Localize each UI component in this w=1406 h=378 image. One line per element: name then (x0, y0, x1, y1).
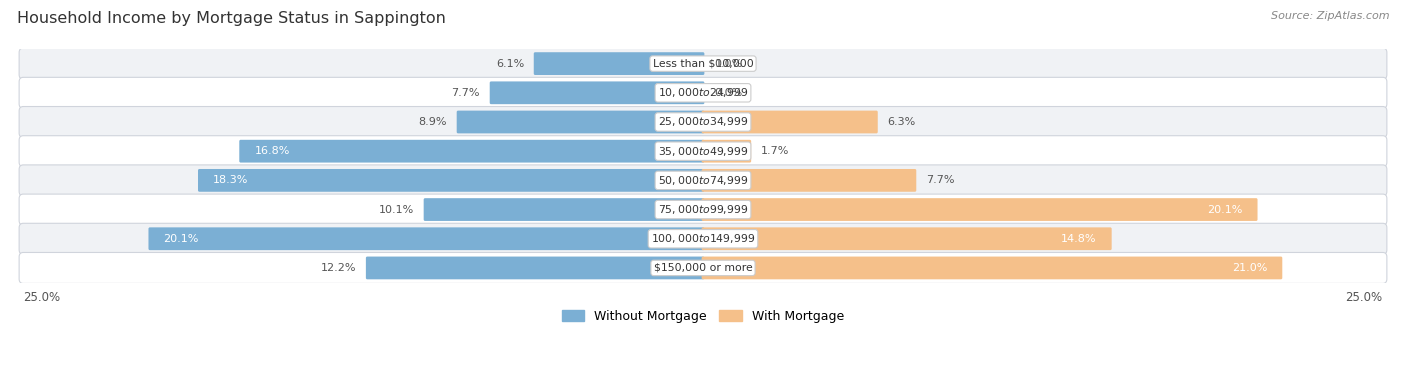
FancyBboxPatch shape (20, 194, 1386, 225)
FancyBboxPatch shape (20, 48, 1386, 79)
FancyBboxPatch shape (20, 107, 1386, 138)
Text: 14.8%: 14.8% (1062, 234, 1097, 244)
Text: 0.0%: 0.0% (714, 59, 742, 69)
FancyBboxPatch shape (702, 228, 1112, 250)
Text: 25.0%: 25.0% (1346, 291, 1382, 304)
FancyBboxPatch shape (702, 198, 1257, 221)
Text: 1.7%: 1.7% (761, 146, 789, 156)
Text: $25,000 to $34,999: $25,000 to $34,999 (658, 116, 748, 129)
FancyBboxPatch shape (366, 257, 704, 279)
Text: 7.7%: 7.7% (927, 175, 955, 185)
Text: 20.1%: 20.1% (1206, 204, 1243, 215)
Text: Household Income by Mortgage Status in Sappington: Household Income by Mortgage Status in S… (17, 11, 446, 26)
FancyBboxPatch shape (457, 111, 704, 133)
Text: 0.0%: 0.0% (714, 88, 742, 98)
Text: 25.0%: 25.0% (24, 291, 60, 304)
FancyBboxPatch shape (702, 111, 877, 133)
Text: $75,000 to $99,999: $75,000 to $99,999 (658, 203, 748, 216)
FancyBboxPatch shape (20, 253, 1386, 284)
FancyBboxPatch shape (20, 77, 1386, 108)
FancyBboxPatch shape (149, 228, 704, 250)
Text: 12.2%: 12.2% (321, 263, 356, 273)
FancyBboxPatch shape (239, 140, 704, 163)
FancyBboxPatch shape (20, 223, 1386, 254)
Text: 18.3%: 18.3% (214, 175, 249, 185)
Legend: Without Mortgage, With Mortgage: Without Mortgage, With Mortgage (557, 305, 849, 328)
Text: 8.9%: 8.9% (419, 117, 447, 127)
FancyBboxPatch shape (20, 165, 1386, 196)
Text: 21.0%: 21.0% (1232, 263, 1267, 273)
Text: $100,000 to $149,999: $100,000 to $149,999 (651, 232, 755, 245)
FancyBboxPatch shape (423, 198, 704, 221)
FancyBboxPatch shape (20, 136, 1386, 167)
Text: $150,000 or more: $150,000 or more (654, 263, 752, 273)
FancyBboxPatch shape (198, 169, 704, 192)
FancyBboxPatch shape (702, 140, 751, 163)
Text: $35,000 to $49,999: $35,000 to $49,999 (658, 145, 748, 158)
Text: $50,000 to $74,999: $50,000 to $74,999 (658, 174, 748, 187)
FancyBboxPatch shape (534, 52, 704, 75)
Text: 6.3%: 6.3% (887, 117, 915, 127)
Text: $10,000 to $24,999: $10,000 to $24,999 (658, 86, 748, 99)
FancyBboxPatch shape (489, 81, 704, 104)
Text: 7.7%: 7.7% (451, 88, 479, 98)
Text: Source: ZipAtlas.com: Source: ZipAtlas.com (1271, 11, 1389, 21)
Text: 16.8%: 16.8% (254, 146, 290, 156)
Text: Less than $10,000: Less than $10,000 (652, 59, 754, 69)
Text: 10.1%: 10.1% (378, 204, 413, 215)
Text: 6.1%: 6.1% (496, 59, 524, 69)
FancyBboxPatch shape (702, 257, 1282, 279)
FancyBboxPatch shape (702, 169, 917, 192)
Text: 20.1%: 20.1% (163, 234, 200, 244)
